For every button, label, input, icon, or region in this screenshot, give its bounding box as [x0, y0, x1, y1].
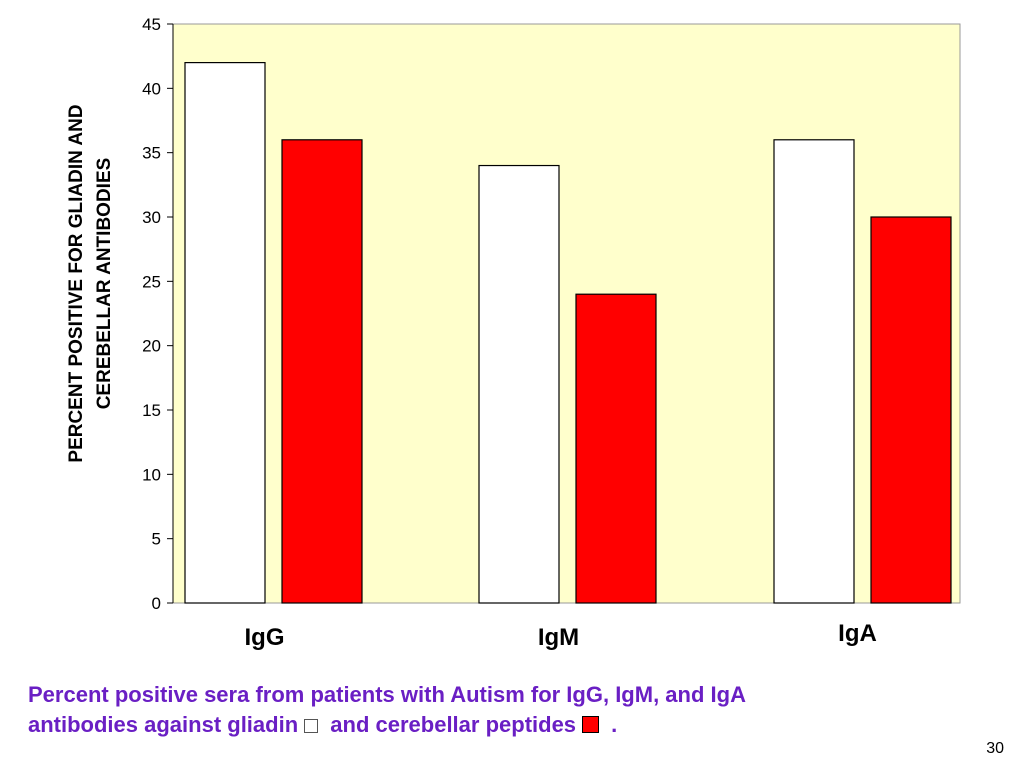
y-tick-label: 35 — [142, 144, 161, 163]
y-tick-label: 15 — [142, 401, 161, 420]
y-tick-label: 0 — [152, 594, 161, 613]
caption-period: . — [611, 712, 618, 737]
y-axis-label-line-1: PERCENT POSITIVE FOR GLIADIN AND — [66, 104, 87, 462]
x-axis: IgG IgM IgA — [245, 620, 877, 651]
gliadin-swatch-icon — [304, 719, 319, 733]
bar-igm-gliadin — [478, 164, 560, 604]
y-tick-label: 20 — [142, 337, 161, 356]
y-tick-label: 25 — [142, 272, 161, 291]
bar-igg-gliadin — [184, 61, 266, 604]
bar-iga-cerebellar — [870, 216, 952, 604]
bars — [184, 61, 952, 604]
cerebellar-swatch-icon — [582, 716, 600, 733]
bar-iga-gliadin — [773, 139, 855, 604]
figure-caption: Percent positive sera from patients with… — [28, 680, 988, 740]
slide-number: 30 — [986, 740, 1004, 757]
y-tick-label: 10 — [142, 465, 161, 484]
bar-chart: 0 5 10 15 20 25 30 35 40 45 IgG IgM IgA PERCENT POS… — [66, 15, 961, 651]
x-tick-label-igm: IgM — [538, 624, 579, 651]
y-tick-label: 45 — [142, 15, 161, 34]
y-axis: 0 5 10 15 20 25 30 35 40 45 — [142, 15, 174, 613]
caption-text-gliadin: antibodies against gliadin — [28, 712, 299, 737]
caption-line-2: antibodies against gliadin and cerebella… — [28, 710, 988, 740]
x-tick-label-igg: IgG — [245, 624, 285, 651]
caption-line-1: Percent positive sera from patients with… — [28, 682, 746, 707]
caption-text-cerebellar: and cerebellar peptides — [330, 712, 577, 737]
y-axis-label-line-2: CEREBELLAR ANTIBODIES — [94, 158, 115, 410]
bar-igm-cerebellar — [575, 293, 657, 604]
bar-igg-cerebellar — [281, 139, 363, 604]
y-tick-label: 5 — [152, 530, 161, 549]
x-tick-label-iga: IgA — [838, 620, 877, 647]
y-tick-label: 40 — [142, 79, 161, 98]
y-tick-label: 30 — [142, 208, 161, 227]
